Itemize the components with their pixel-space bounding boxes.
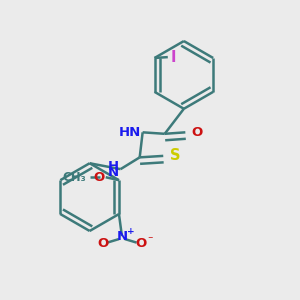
Text: HN: HN bbox=[119, 126, 141, 139]
Text: O: O bbox=[93, 171, 104, 184]
Text: N: N bbox=[108, 166, 119, 179]
Text: N: N bbox=[116, 230, 128, 243]
Text: H: H bbox=[108, 160, 119, 173]
Text: ⁻: ⁻ bbox=[147, 235, 152, 245]
Text: O: O bbox=[97, 237, 108, 250]
Text: O: O bbox=[192, 126, 203, 139]
Text: CH₃: CH₃ bbox=[63, 171, 87, 184]
Text: S: S bbox=[170, 148, 180, 164]
Text: O: O bbox=[135, 237, 147, 250]
Text: I: I bbox=[171, 50, 176, 64]
Text: +: + bbox=[127, 227, 135, 236]
